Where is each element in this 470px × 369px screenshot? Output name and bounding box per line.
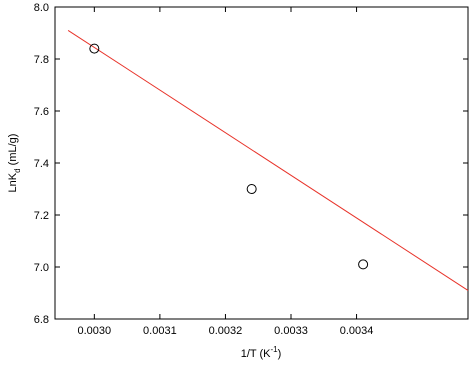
y-tick-label: 8.0 (34, 2, 49, 14)
x-tick-label: 0.0031 (143, 325, 177, 337)
x-tick-label: 0.0033 (274, 325, 308, 337)
data-point (358, 259, 369, 270)
y-title-part: LnK (7, 172, 19, 192)
x-axis-title: 1/T (K-1) (241, 345, 282, 360)
y-tick-label: 6.8 (34, 314, 49, 326)
x-title-part: ) (278, 348, 282, 360)
x-title-sup: -1 (270, 345, 278, 354)
x-tick-label: 0.0030 (78, 325, 112, 337)
y-tick-label: 7.6 (34, 106, 49, 118)
y-title-sub: d (13, 168, 22, 172)
y-tick-label: 7.4 (34, 158, 49, 170)
y-axis-title: LnKd (mL/g) (7, 134, 22, 193)
plot-frame (54, 6, 469, 320)
data-point (89, 43, 100, 54)
y-title-part: (mL/g) (7, 134, 19, 169)
fit-line (67, 29, 469, 291)
y-tick-label: 7.8 (34, 54, 49, 66)
y-tick-label: 7.2 (34, 210, 49, 222)
y-tick-label: 7.0 (34, 262, 49, 274)
x-tick-label: 0.0034 (340, 325, 374, 337)
data-point (246, 184, 257, 194)
x-tick-label: 0.0032 (209, 325, 243, 337)
x-title-part: 1/T (K (241, 348, 271, 360)
